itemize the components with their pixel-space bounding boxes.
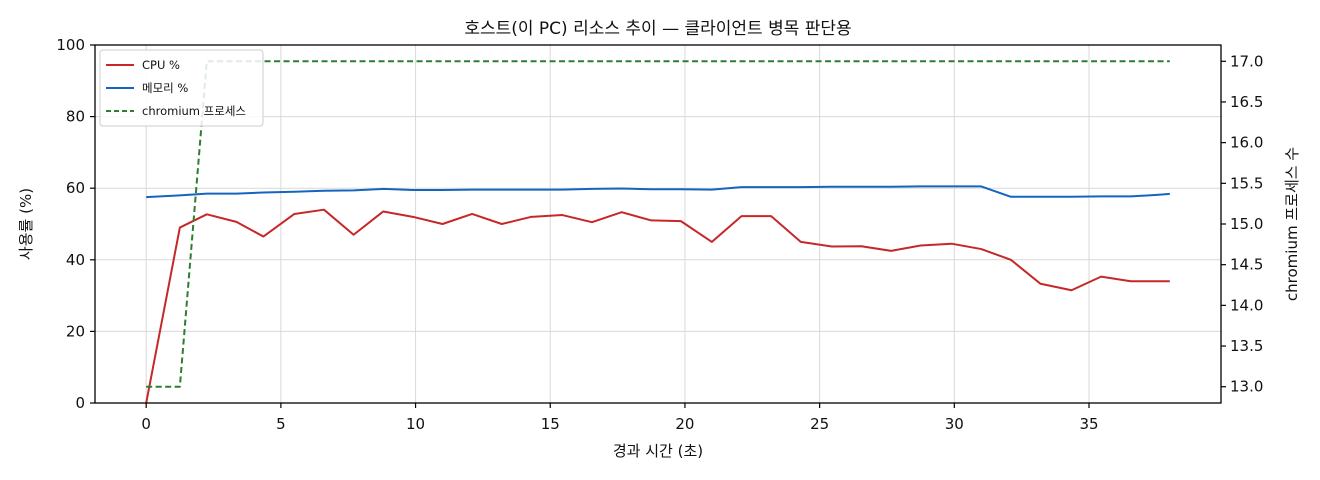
legend-label-memory: 메모리 % [142, 81, 188, 95]
legend-label-chromium: chromium 프로세스 [142, 104, 246, 118]
y-tick-label: 40 [66, 251, 85, 269]
y2-tick-label: 16.0 [1230, 134, 1263, 152]
x-tick-label: 0 [141, 415, 151, 433]
y-tick-label: 80 [66, 108, 85, 126]
y-tick-label: 20 [66, 322, 85, 340]
y2-tick-label: 14.5 [1230, 256, 1263, 274]
y2-tick-label: 15.0 [1230, 215, 1263, 233]
y2-tick-label: 17.0 [1230, 52, 1263, 70]
series-layer [145, 60, 1170, 404]
chromium-process-series-line [146, 60, 1170, 388]
legend: CPU % 메모리 % chromium 프로세스 [99, 49, 264, 127]
y2-tick-label: 13.0 [1230, 378, 1263, 396]
x-tick-label: 20 [675, 415, 694, 433]
x-tick-label: 35 [1079, 415, 1098, 433]
x-tick-label: 5 [276, 415, 286, 433]
y-tick-label: 60 [66, 179, 85, 197]
x-tick-label: 30 [945, 415, 964, 433]
y-tick-label: 100 [56, 36, 85, 54]
y2-axis-title: chromium 프로세스 수 [1283, 147, 1301, 301]
x-tick-label: 10 [406, 415, 425, 433]
axis-ticks: 0 5 10 15 20 25 30 35 0 20 40 60 80 100 13.0 13.5 14.0 14… [56, 36, 1263, 433]
y2-tick-label: 14.0 [1230, 296, 1263, 314]
legend-label-cpu: CPU % [142, 58, 180, 72]
y2-tick-label: 15.5 [1230, 174, 1263, 192]
x-axis-title: 경과 시간 (초) [613, 442, 703, 460]
y-axis-title: 사용률 (%) [17, 188, 35, 260]
chart-title: 호스트(이 PC) 리소스 추이 — 클라이언트 병목 판단용 [464, 19, 851, 39]
y2-tick-label: 13.5 [1230, 337, 1263, 355]
x-tick-label: 25 [810, 415, 829, 433]
cpu-series-line [145, 208, 1170, 404]
x-tick-label: 15 [541, 415, 560, 433]
y2-tick-label: 16.5 [1230, 93, 1263, 111]
legend-box [99, 49, 264, 127]
y-tick-label: 0 [75, 394, 85, 412]
memory-series-line [146, 185, 1170, 199]
